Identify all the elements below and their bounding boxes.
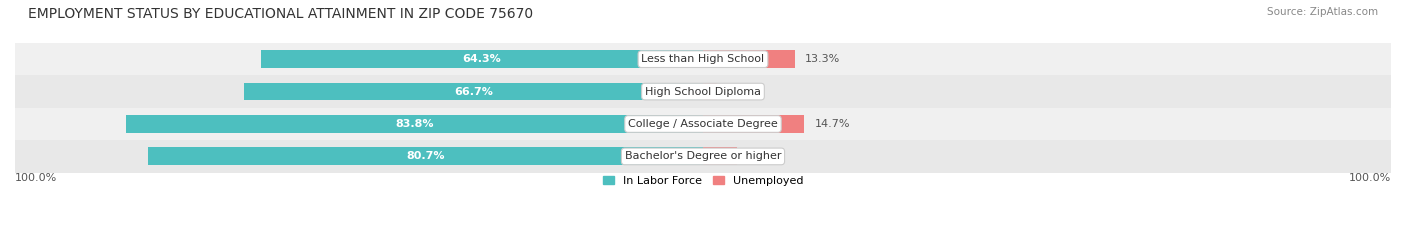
Text: 100.0%: 100.0%: [1348, 173, 1391, 183]
Text: 83.8%: 83.8%: [395, 119, 434, 129]
Text: 2.1%: 2.1%: [728, 87, 756, 97]
Text: High School Diploma: High School Diploma: [645, 87, 761, 97]
Bar: [703, 50, 794, 68]
Bar: [15, 140, 1391, 173]
Text: Less than High School: Less than High School: [641, 54, 765, 64]
Text: 14.7%: 14.7%: [814, 119, 851, 129]
Legend: In Labor Force, Unemployed: In Labor Force, Unemployed: [598, 171, 808, 190]
Text: 100.0%: 100.0%: [15, 173, 58, 183]
Text: 66.7%: 66.7%: [454, 87, 494, 97]
Bar: [15, 108, 1391, 140]
Bar: [15, 75, 1391, 108]
Bar: [703, 115, 804, 133]
Text: College / Associate Degree: College / Associate Degree: [628, 119, 778, 129]
Bar: [127, 115, 703, 133]
Bar: [260, 50, 703, 68]
Bar: [148, 147, 703, 165]
Text: 13.3%: 13.3%: [804, 54, 839, 64]
Text: 80.7%: 80.7%: [406, 151, 444, 161]
Text: Source: ZipAtlas.com: Source: ZipAtlas.com: [1267, 7, 1378, 17]
Text: Bachelor's Degree or higher: Bachelor's Degree or higher: [624, 151, 782, 161]
Bar: [703, 147, 737, 165]
Text: 64.3%: 64.3%: [463, 54, 501, 64]
Bar: [245, 83, 703, 100]
Bar: [703, 83, 717, 100]
Text: 5.0%: 5.0%: [748, 151, 776, 161]
Bar: [15, 43, 1391, 75]
Text: EMPLOYMENT STATUS BY EDUCATIONAL ATTAINMENT IN ZIP CODE 75670: EMPLOYMENT STATUS BY EDUCATIONAL ATTAINM…: [28, 7, 533, 21]
